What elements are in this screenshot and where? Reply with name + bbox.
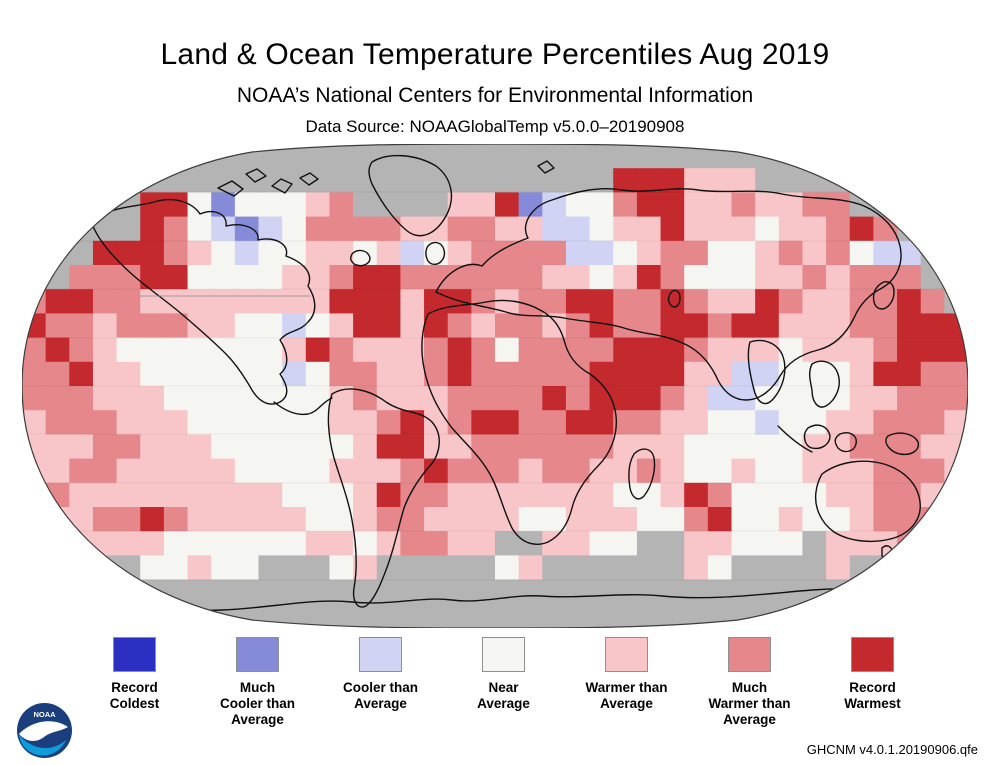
page-subtitle: NOAA’s National Centers for Environmenta… [236,84,754,107]
sulawesi-outline [834,432,857,453]
noaa-logo-seagull [19,721,68,741]
greenland-outline [368,154,453,237]
eurasia-outline [435,188,902,401]
noaa-logo: NOAA [17,703,72,758]
arctic-islands-outline [217,160,555,197]
coastline-outlines [79,154,968,611]
japan-outline [872,281,895,310]
much-cooler-swatch [236,637,279,672]
iceland-outline [349,249,371,267]
north-america-outline [91,198,316,405]
much-warmer-swatch [728,637,771,672]
madagascar-outline [628,448,656,500]
noaa-logo-text: NOAA [33,710,56,719]
south-america-outline [327,388,440,608]
legend-label: Record Coldest [109,680,160,711]
borneo-outline [803,424,831,450]
legend: Record Coldest Much Cooler than Average … [73,637,935,728]
record-coldest-swatch [113,637,156,672]
caspian-outline [667,289,681,308]
india-outline [747,339,786,405]
legend-label: Much Warmer than Average [708,680,791,727]
legend-item-near-average: Near Average [442,637,565,728]
noaa-logo-wave [19,735,66,756]
legend-label: Much Cooler than Average [219,680,295,727]
sumatra-java-outline [777,425,813,453]
cooler-swatch [359,637,402,672]
data-source-line: Data Source: NOAAGlobalTemp v5.0.0–20190… [305,117,685,136]
legend-item-much-warmer: Much Warmer than Average [688,637,811,728]
near-average-swatch [482,637,525,672]
legend-label: Record Warmest [844,680,901,711]
new-guinea-outline [885,432,919,456]
legend-item-record-coldest: Record Coldest [73,637,196,728]
legend-label: Cooler than Average [342,680,418,711]
australia-outline [814,460,921,543]
projection-border [22,144,968,628]
legend-item-warmer: Warmer than Average [565,637,688,728]
legend-item-much-cooler: Much Cooler than Average [196,637,319,728]
page-title: Land & Ocean Temperature Percentiles Aug… [160,38,830,71]
new-zealand-outline [949,531,968,559]
robinson-projection-svg [22,144,968,628]
legend-item-cooler: Cooler than Average [319,637,442,728]
dataset-version-label: GHCNM v4.0.1.20190906.qfe [806,742,978,757]
record-warmest-swatch [851,637,894,672]
legend-label: Warmer than Average [585,680,668,711]
legend-label: Near Average [477,680,530,711]
central-america-outline [273,397,333,416]
indochina-outline [809,360,840,408]
africa-outline [421,299,617,546]
uk-outline [425,241,446,265]
warmer-swatch [605,637,648,672]
graticule-lines [22,191,968,581]
legend-item-record-warmest: Record Warmest [811,637,934,728]
world-percentile-map [22,144,968,628]
antarctica-outline [79,588,909,611]
